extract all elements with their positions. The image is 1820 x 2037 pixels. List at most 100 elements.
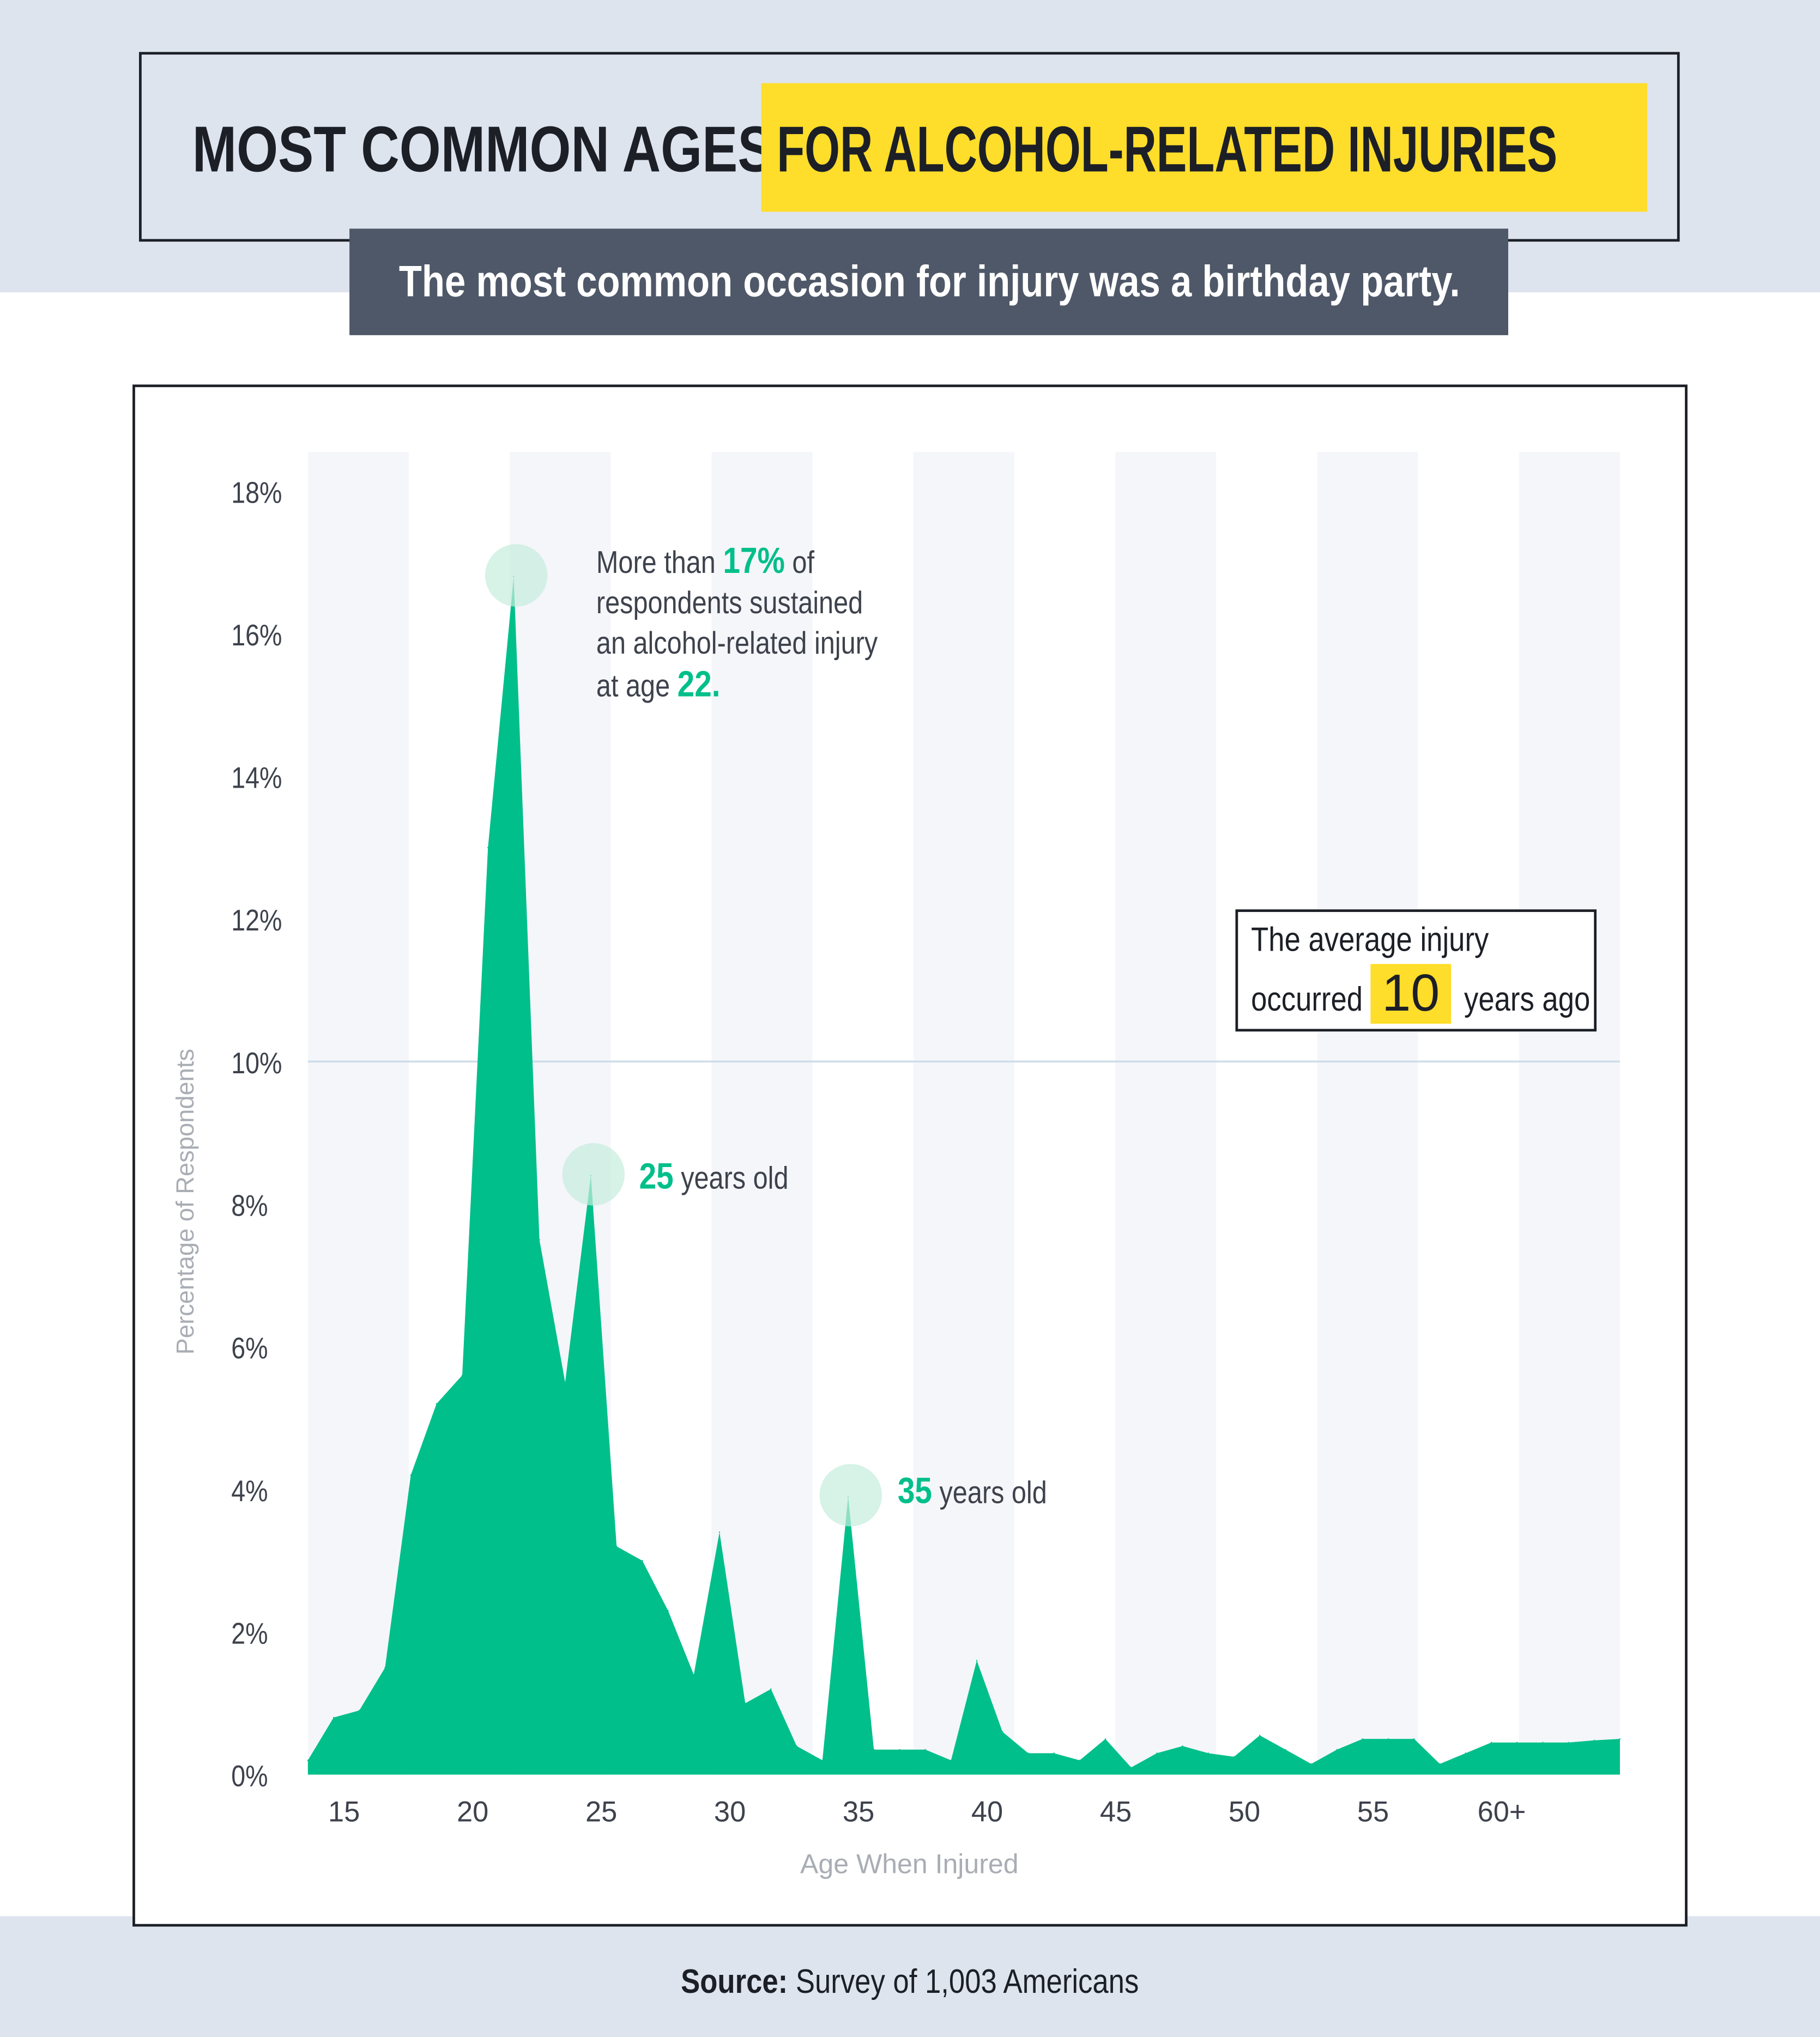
- data-point: [359, 1709, 360, 1712]
- y-tick-label: 12%: [231, 904, 282, 937]
- data-point: [410, 1474, 412, 1476]
- y-tick-label: 4%: [231, 1474, 268, 1507]
- data-point: [1156, 1752, 1158, 1754]
- grid-band: [1115, 452, 1217, 1775]
- ann-text: More than: [596, 545, 723, 581]
- data-point: [1542, 1742, 1544, 1743]
- average-box: The average injury occurred 10 years ago: [1235, 909, 1597, 1032]
- data-point: [1285, 1749, 1286, 1750]
- grid-band: [913, 452, 1014, 1775]
- ann-value: 17%: [723, 540, 785, 581]
- data-point: [1182, 1745, 1183, 1747]
- data-point: [642, 1560, 643, 1562]
- data-point: [950, 1760, 952, 1761]
- peak-annotation: More than 17% of respondents sustained a…: [596, 540, 878, 706]
- data-point: [1490, 1742, 1492, 1743]
- x-tick-label: 25: [585, 1796, 617, 1828]
- data-point: [770, 1688, 772, 1690]
- x-tick-label: 20: [457, 1796, 488, 1828]
- data-point: [924, 1749, 926, 1750]
- ann-text: years old: [673, 1161, 789, 1197]
- data-point: [616, 1545, 618, 1548]
- source: Source: Survey of 1,003 Americans: [0, 1962, 1820, 2002]
- data-point: [1027, 1752, 1029, 1754]
- data-point: [1053, 1752, 1055, 1754]
- data-point: [745, 1702, 746, 1704]
- ann-age: 35: [897, 1470, 932, 1511]
- data-point: [667, 1610, 669, 1611]
- y-tick-label: 2%: [231, 1617, 268, 1650]
- x-axis-label: Age When Injured: [800, 1849, 1019, 1879]
- avg-line1: The average injury: [1251, 920, 1489, 959]
- x-tick-label: 45: [1100, 1796, 1132, 1828]
- data-point: [1336, 1749, 1338, 1750]
- x-tick-label: 30: [714, 1796, 746, 1828]
- source-label: Source:: [681, 1961, 788, 2001]
- data-point: [976, 1660, 978, 1661]
- highlight-circle: [485, 544, 548, 607]
- data-point: [1130, 1767, 1132, 1768]
- y-tick-label: 18%: [231, 476, 282, 509]
- y-tick-label: 0%: [231, 1759, 268, 1792]
- y-tick-label: 10%: [231, 1046, 282, 1079]
- ann-text: respondents sustained: [596, 585, 863, 621]
- title-highlight: [761, 83, 1648, 212]
- data-point: [1387, 1738, 1389, 1740]
- grid-band: [1317, 452, 1418, 1775]
- avg-post: years ago: [1464, 980, 1591, 1019]
- ann-text: years old: [932, 1476, 1047, 1511]
- age25-annotation: 25 years old: [639, 1156, 789, 1199]
- data-point: [1516, 1742, 1518, 1743]
- title-part1: MOST COMMON AGES: [192, 113, 773, 186]
- y-tick-label: 8%: [231, 1189, 268, 1222]
- data-point: [564, 1381, 566, 1383]
- source-text: Survey of 1,003 Americans: [788, 1961, 1139, 2001]
- y-tick-label: 14%: [231, 761, 282, 794]
- x-tick-label: 60+: [1478, 1796, 1526, 1828]
- subtitle: The most common occasion for injury was …: [398, 256, 1460, 306]
- data-point: [1413, 1738, 1415, 1740]
- ann-text: an alcohol-related injury: [596, 626, 878, 662]
- data-point: [899, 1749, 900, 1750]
- x-tick-label: 35: [843, 1796, 874, 1828]
- data-point: [1310, 1763, 1312, 1765]
- data-point: [821, 1760, 824, 1761]
- data-point: [1233, 1756, 1235, 1758]
- data-point: [307, 1760, 309, 1761]
- age35-annotation: 35 years old: [898, 1471, 1047, 1514]
- avg-pre: occurred: [1251, 980, 1363, 1019]
- y-tick-label: 16%: [231, 618, 282, 651]
- grid-band: [307, 452, 409, 1775]
- x-tick-label: 15: [328, 1796, 360, 1828]
- data-point: [1568, 1742, 1569, 1743]
- ann-text: of: [784, 545, 814, 581]
- grid-band: [711, 452, 813, 1775]
- data-point: [718, 1531, 721, 1533]
- y-axis-label: Percentage of Respondents: [171, 1049, 199, 1355]
- x-tick-label: 40: [971, 1796, 1003, 1828]
- x-tick-label: 50: [1229, 1796, 1260, 1828]
- avg-value: 10: [1370, 964, 1452, 1024]
- data-point: [1465, 1752, 1466, 1754]
- data-point: [436, 1403, 438, 1405]
- data-point: [796, 1745, 797, 1747]
- data-point: [1259, 1734, 1261, 1736]
- data-point: [461, 1374, 463, 1376]
- area-series: [307, 576, 1620, 1775]
- data-point: [1593, 1739, 1595, 1741]
- highlight-circle: [562, 1143, 625, 1206]
- data-point: [539, 1239, 540, 1241]
- data-point: [1104, 1738, 1106, 1740]
- data-point: [332, 1716, 335, 1719]
- ann-age: 22.: [677, 663, 721, 704]
- data-point: [1619, 1738, 1621, 1740]
- title-part2: FOR ALCOHOL-RELATED INJURIES: [777, 113, 1558, 186]
- y-tick-label: 6%: [231, 1332, 268, 1365]
- data-point: [1439, 1763, 1441, 1765]
- ann-text: at age: [596, 669, 678, 704]
- data-point: [693, 1674, 695, 1676]
- ann-age: 25: [639, 1156, 674, 1197]
- data-point: [487, 847, 489, 849]
